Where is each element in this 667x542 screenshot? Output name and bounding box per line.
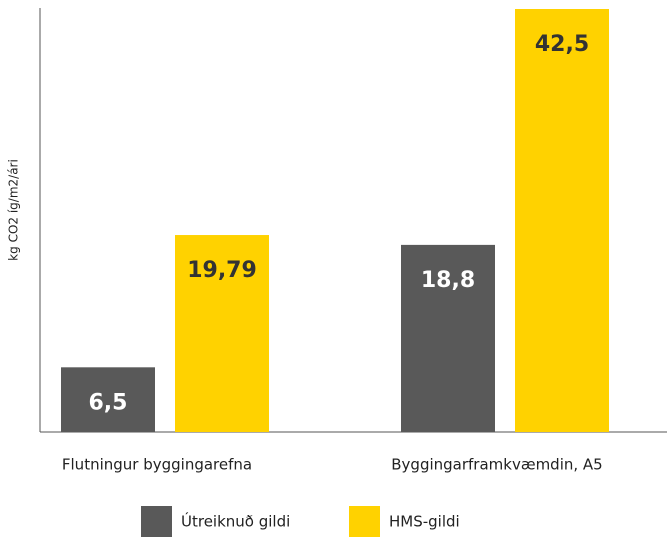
x-tick-label: Byggingarframkvæmdin, A5: [391, 456, 602, 474]
bar: [401, 244, 495, 432]
bar: [175, 235, 269, 432]
legend-swatch: [141, 506, 172, 537]
data-label: 18,8: [421, 268, 475, 293]
bar: [515, 9, 609, 432]
x-tick-label: Flutningur byggingarefna: [62, 456, 252, 474]
bar: [61, 367, 155, 432]
data-label: 42,5: [535, 32, 589, 57]
legend-label: HMS-gildi: [389, 513, 460, 531]
y-axis-label: kg CO2 íg/m2/ári: [7, 159, 21, 261]
legend-label: Útreiknuð gildi: [181, 512, 290, 531]
legend-swatch: [349, 506, 380, 537]
data-label: 6,5: [89, 390, 128, 415]
data-label: 19,79: [187, 258, 257, 283]
